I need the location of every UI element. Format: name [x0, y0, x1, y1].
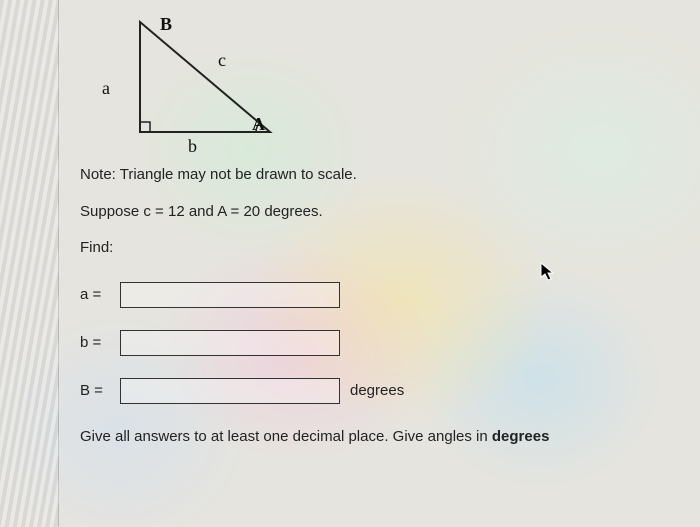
given-values: Suppose c = 12 and A = 20 degrees. — [80, 201, 680, 224]
scale-note: Note: Triangle may not be drawn to scale… — [80, 164, 680, 187]
side-c-label: c — [218, 50, 226, 71]
answer-row-B: B = degrees — [80, 378, 680, 404]
answer-row-a: a = — [80, 282, 680, 308]
side-a-label: a — [102, 78, 110, 99]
input-b[interactable] — [120, 330, 340, 356]
instructions-prefix: Give all answers to at least one decimal… — [80, 428, 492, 445]
input-a[interactable] — [120, 282, 340, 308]
problem-content: B c A a b Note: Triangle may not be draw… — [80, 0, 680, 527]
page-binding-edge — [0, 0, 59, 527]
vertex-A-label: A — [252, 114, 265, 135]
instructions-note: Give all answers to at least one decimal… — [80, 426, 680, 449]
input-B[interactable] — [120, 378, 340, 404]
unit-B: degrees — [350, 382, 404, 399]
vertex-B-label: B — [160, 14, 172, 35]
find-prompt: Find: — [80, 237, 680, 260]
label-B: B = — [80, 382, 120, 399]
instructions-bold: degrees — [492, 428, 550, 445]
side-b-label: b — [188, 136, 197, 157]
answer-row-b: b = — [80, 330, 680, 356]
label-a: a = — [80, 286, 120, 303]
label-b: b = — [80, 334, 120, 351]
triangle-figure: B c A a b — [100, 8, 680, 158]
